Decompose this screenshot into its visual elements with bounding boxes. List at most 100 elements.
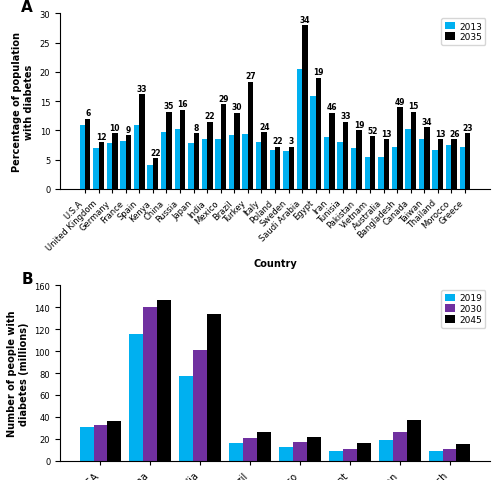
Bar — [248, 83, 254, 190]
Bar — [293, 442, 307, 461]
Bar — [126, 136, 131, 190]
Bar — [302, 26, 308, 190]
Text: 26: 26 — [449, 130, 460, 138]
Bar — [410, 112, 416, 190]
Text: 34: 34 — [422, 118, 432, 127]
Bar — [456, 444, 470, 461]
Text: 52: 52 — [368, 127, 378, 135]
Bar — [307, 437, 321, 461]
Text: 33: 33 — [340, 112, 351, 121]
Bar — [424, 128, 430, 190]
Bar — [392, 432, 406, 461]
Bar — [275, 147, 280, 190]
Bar — [357, 444, 370, 461]
Text: 19: 19 — [313, 68, 324, 77]
Bar — [108, 421, 122, 461]
Bar — [460, 147, 465, 190]
Text: 24: 24 — [259, 122, 270, 132]
Text: 3: 3 — [288, 137, 294, 146]
Bar — [112, 134, 117, 190]
Bar — [229, 136, 234, 190]
Bar — [98, 143, 104, 190]
Bar — [80, 427, 94, 461]
Text: 35: 35 — [164, 102, 174, 111]
Bar — [134, 125, 140, 190]
Bar — [207, 314, 221, 461]
Bar — [94, 425, 108, 461]
Bar — [279, 446, 293, 461]
Bar — [161, 132, 166, 190]
Text: 10: 10 — [110, 123, 120, 132]
Bar — [257, 432, 271, 461]
Text: 33: 33 — [136, 84, 147, 94]
Text: 13: 13 — [381, 130, 392, 138]
Bar — [180, 376, 193, 461]
Bar — [220, 105, 226, 190]
Bar — [392, 147, 397, 190]
Text: 19: 19 — [354, 120, 364, 130]
Bar — [80, 125, 85, 190]
Bar — [140, 95, 144, 190]
Bar — [442, 449, 456, 461]
Bar — [283, 152, 288, 190]
Bar — [93, 149, 98, 190]
Bar — [419, 140, 424, 190]
Bar — [148, 166, 153, 190]
Bar — [338, 143, 343, 190]
X-axis label: Country: Country — [253, 258, 297, 268]
Bar — [174, 129, 180, 190]
Bar — [351, 149, 356, 190]
Bar — [85, 120, 90, 190]
Text: 15: 15 — [408, 102, 418, 111]
Y-axis label: Percentage of population
with diabetes: Percentage of population with diabetes — [12, 32, 34, 172]
Bar — [452, 140, 457, 190]
Y-axis label: Number of people with
diabetes (millions): Number of people with diabetes (millions… — [7, 310, 29, 436]
Bar — [384, 140, 389, 190]
Legend: 2013, 2035: 2013, 2035 — [441, 19, 486, 46]
Bar — [446, 146, 452, 190]
Bar — [330, 114, 334, 190]
Bar — [288, 147, 294, 190]
Bar — [270, 151, 275, 190]
Bar — [262, 133, 267, 190]
Bar — [229, 444, 243, 461]
Bar — [378, 440, 392, 461]
Text: 34: 34 — [300, 16, 310, 24]
Bar — [243, 438, 257, 461]
Bar — [158, 300, 172, 461]
Bar — [106, 144, 112, 190]
Text: A: A — [22, 0, 33, 15]
Bar — [370, 137, 376, 190]
Bar — [329, 451, 343, 461]
Bar — [343, 449, 357, 461]
Text: 23: 23 — [462, 123, 473, 132]
Text: 12: 12 — [96, 132, 106, 141]
Bar — [356, 131, 362, 190]
Bar — [406, 129, 410, 190]
Text: 27: 27 — [246, 72, 256, 81]
Bar — [216, 140, 220, 190]
Bar — [202, 140, 207, 190]
Bar — [194, 134, 199, 190]
Bar — [397, 108, 402, 190]
Bar — [234, 114, 240, 190]
Bar — [324, 138, 330, 190]
Text: 22: 22 — [204, 112, 215, 121]
Bar — [256, 143, 262, 190]
Bar — [242, 135, 248, 190]
Text: 6: 6 — [85, 109, 90, 118]
Bar — [153, 159, 158, 190]
Bar — [188, 144, 194, 190]
Text: 30: 30 — [232, 103, 242, 112]
Text: 29: 29 — [218, 95, 228, 103]
Text: 22: 22 — [272, 137, 283, 146]
Text: B: B — [22, 272, 33, 287]
Bar — [432, 150, 438, 190]
Bar — [438, 140, 444, 190]
Legend: 2019, 2030, 2045: 2019, 2030, 2045 — [441, 290, 486, 328]
Bar — [296, 70, 302, 190]
Bar — [130, 334, 143, 461]
Text: 46: 46 — [327, 103, 338, 112]
Bar — [166, 112, 172, 190]
Bar — [207, 122, 212, 190]
